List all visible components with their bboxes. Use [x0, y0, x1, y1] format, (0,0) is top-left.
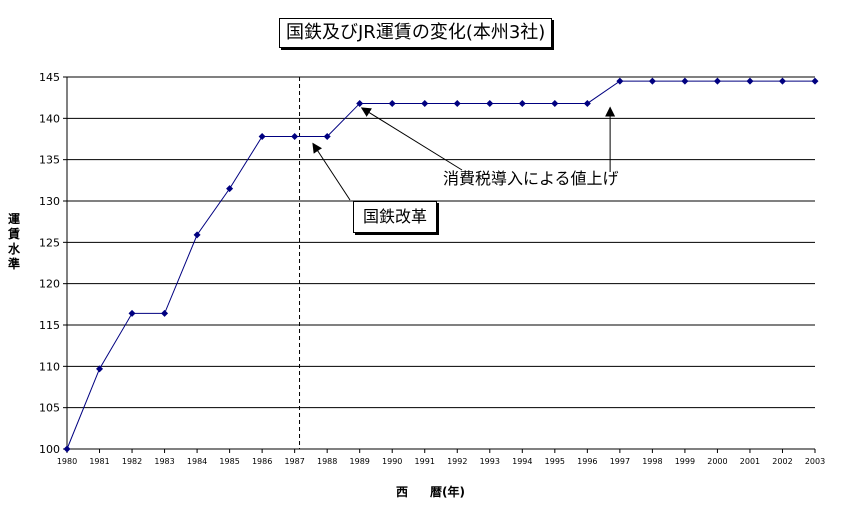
data-point — [161, 309, 169, 317]
data-point — [616, 77, 624, 85]
x-tick-label: 1989 — [350, 457, 370, 466]
y-tick-label: 105 — [39, 402, 60, 415]
y-tick-label: 120 — [39, 278, 60, 291]
y-axis-label-char: 賃 — [7, 227, 20, 241]
data-point — [453, 99, 461, 107]
x-tick-label: 1987 — [284, 457, 304, 466]
y-axis-label: 運 賃 水 準 — [6, 212, 22, 272]
x-axis-label-part: 暦(年) — [430, 485, 465, 499]
x-tick-label: 1985 — [219, 457, 239, 466]
x-tick-label: 1982 — [122, 457, 142, 466]
x-tick-label: 1986 — [252, 457, 272, 466]
x-tick-label: 1991 — [415, 457, 435, 466]
data-point — [778, 77, 786, 85]
y-tick-label: 115 — [39, 319, 60, 332]
x-tick-label: 2002 — [772, 457, 792, 466]
data-point — [518, 99, 526, 107]
y-tick-label: 135 — [39, 154, 60, 167]
data-point — [193, 231, 201, 239]
arrow-jnr-reform — [312, 142, 351, 201]
data-point — [226, 185, 234, 193]
x-tick-label: 1981 — [89, 457, 109, 466]
x-tick-label: 1996 — [577, 457, 597, 466]
x-tick-label: 1988 — [317, 457, 337, 466]
x-tick-label: 1983 — [154, 457, 174, 466]
x-tick-label: 2000 — [707, 457, 727, 466]
annotation-consumption-tax: 消費税導入による値上げ — [443, 169, 619, 188]
x-tick-label: 2003 — [805, 457, 825, 466]
y-axis-label-char: 水 — [7, 242, 20, 256]
y-axis-label-char: 運 — [7, 212, 20, 226]
data-point — [746, 77, 754, 85]
data-point — [96, 365, 104, 373]
data-point — [421, 99, 429, 107]
x-axis-label: 西 暦(年) — [396, 483, 465, 500]
data-point — [128, 309, 136, 317]
chart-title: 国鉄及びJR運賃の変化(本州3社) — [279, 18, 553, 48]
y-axis-label-char: 準 — [7, 257, 20, 271]
x-tick-label: 1998 — [642, 457, 662, 466]
data-point — [291, 133, 299, 141]
x-tick-label: 1997 — [610, 457, 630, 466]
data-point — [811, 77, 819, 85]
x-tick-label: 1990 — [382, 457, 402, 466]
data-point — [551, 99, 559, 107]
data-point — [583, 99, 591, 107]
x-tick-label: 1980 — [57, 457, 77, 466]
x-tick-label: 1992 — [447, 457, 467, 466]
data-point — [356, 99, 364, 107]
x-tick-label: 1995 — [545, 457, 565, 466]
y-tick-label: 130 — [39, 195, 60, 208]
data-point — [713, 77, 721, 85]
x-tick-label: 2001 — [740, 457, 760, 466]
y-tick-label: 145 — [39, 71, 60, 84]
data-point — [648, 77, 656, 85]
y-tick-label: 100 — [39, 443, 60, 456]
y-tick-label: 110 — [39, 360, 60, 373]
annotation-jnr-reform: 国鉄改革 — [353, 201, 438, 233]
y-tick-label: 125 — [39, 236, 60, 249]
data-point — [63, 445, 71, 453]
series-line — [66, 80, 815, 450]
x-axis-label-part: 西 — [396, 485, 409, 499]
y-tick-label: 140 — [39, 112, 60, 125]
data-point — [681, 77, 689, 85]
x-tick-label: 1993 — [480, 457, 500, 466]
x-tick-label: 1999 — [675, 457, 695, 466]
data-point — [323, 133, 331, 141]
data-point — [486, 99, 494, 107]
arrow-tax-1989 — [360, 107, 463, 171]
data-point — [388, 99, 396, 107]
data-point — [258, 133, 266, 141]
x-tick-label: 1994 — [512, 457, 532, 466]
x-tick-label: 1984 — [187, 457, 207, 466]
